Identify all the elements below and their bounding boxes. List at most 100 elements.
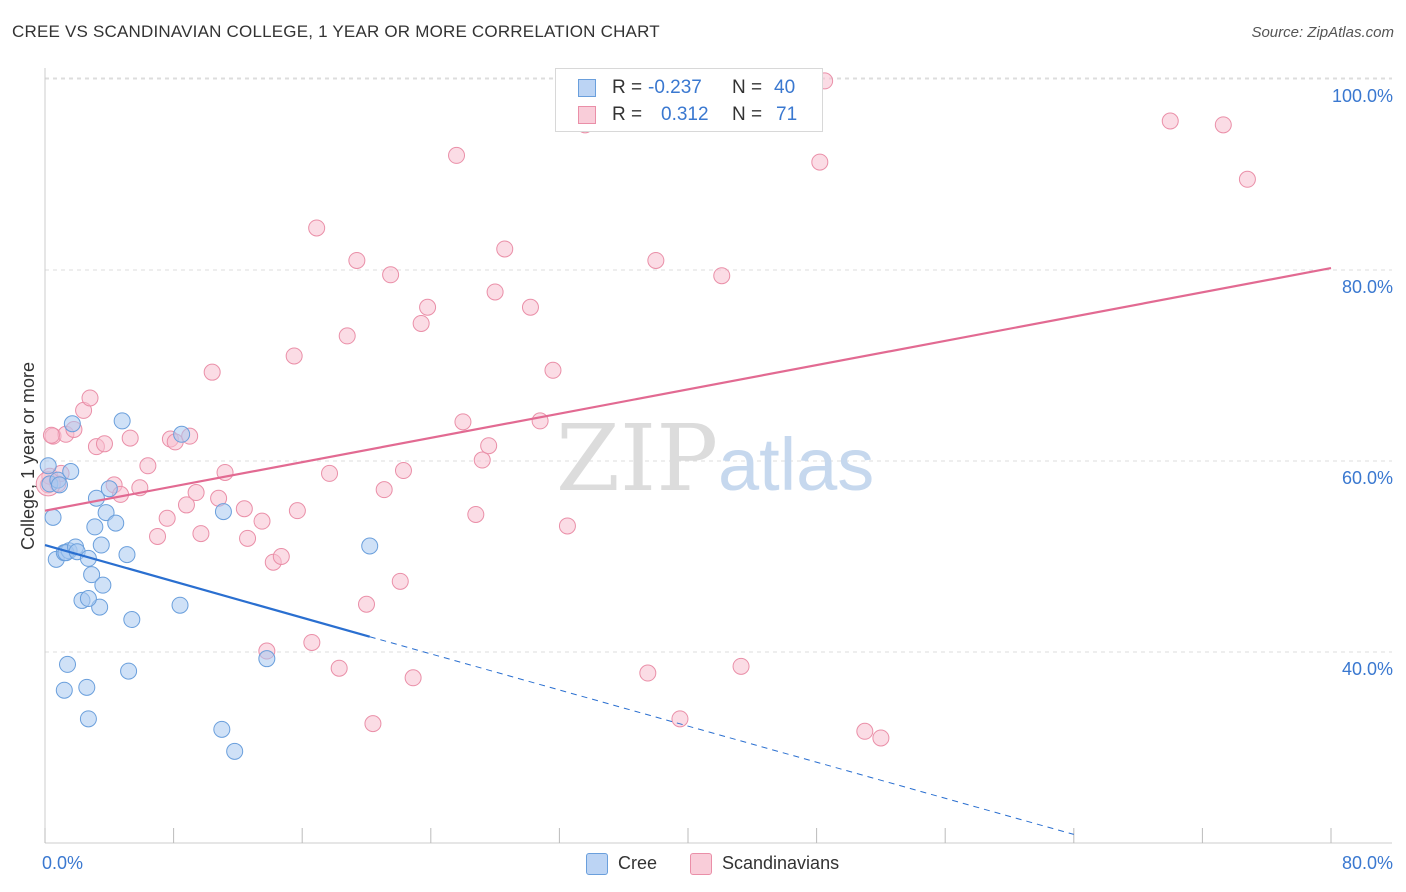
scandinavians-point bbox=[496, 240, 514, 258]
scandinavians-point bbox=[42, 426, 60, 444]
cree-point bbox=[361, 537, 379, 555]
scandinavians-point bbox=[330, 659, 348, 677]
cree-point bbox=[173, 425, 191, 443]
cree-point bbox=[258, 650, 276, 668]
cree-point bbox=[94, 576, 112, 594]
cree-point bbox=[100, 480, 118, 498]
cree-n-label: N = bbox=[732, 77, 768, 98]
scandinavians-point bbox=[239, 529, 257, 547]
cree-point bbox=[213, 720, 231, 738]
scandinavians-point bbox=[1214, 116, 1232, 134]
cree-point bbox=[44, 508, 62, 526]
x-tick-label-min: 0.0% bbox=[42, 853, 83, 873]
scandinavians-point bbox=[121, 429, 139, 447]
scandinavians-point bbox=[308, 219, 326, 237]
scandinavians-point bbox=[95, 435, 113, 453]
watermark-zip: ZIP bbox=[556, 405, 718, 512]
cree-r-value: -0.237 bbox=[648, 77, 702, 98]
axes bbox=[44, 68, 1392, 844]
scandinavians-point bbox=[158, 509, 176, 527]
scandinavians-n-label: N = bbox=[732, 104, 768, 125]
scandinavians-r-label: R = bbox=[612, 104, 648, 125]
scandinavians-point bbox=[81, 389, 99, 407]
cree-swatch bbox=[578, 79, 596, 97]
y-tick-label: 40.0% bbox=[1342, 659, 1393, 679]
scandinavians-point bbox=[811, 153, 829, 171]
cree-point bbox=[50, 476, 68, 494]
scandinavians-point bbox=[713, 267, 731, 285]
scandinavians-point bbox=[872, 729, 890, 747]
cree-point bbox=[83, 566, 101, 584]
scandinavians-point bbox=[558, 517, 576, 535]
correlation-legend: R = -0.237 N = 40 R = 0.312 N = 71 bbox=[555, 68, 823, 132]
scandinavians-point bbox=[856, 722, 874, 740]
scandinavians-point bbox=[1161, 112, 1179, 130]
trend-lines bbox=[44, 267, 1332, 835]
scandinavians-point bbox=[338, 327, 356, 345]
scandinavians-point bbox=[732, 657, 750, 675]
scandinavians-point bbox=[647, 251, 665, 269]
x-tick-label-max: 80.0% bbox=[1342, 853, 1393, 873]
scandinavians-point bbox=[639, 664, 657, 682]
scandinavians-point bbox=[1238, 170, 1256, 188]
cree-point bbox=[97, 504, 115, 522]
scandinavians-swatch bbox=[578, 106, 596, 124]
scandinavians-point bbox=[288, 502, 306, 520]
scandinavians-point bbox=[375, 481, 393, 499]
cree-trend-line bbox=[44, 543, 371, 638]
cree-r-label: R = bbox=[612, 77, 648, 98]
scandinavians-point bbox=[303, 633, 321, 651]
scandinavians-point bbox=[192, 525, 210, 543]
scandinavians-point bbox=[467, 505, 485, 523]
chart-title: CREE VS SCANDINAVIAN COLLEGE, 1 YEAR OR … bbox=[12, 22, 660, 41]
scandinavians-point bbox=[382, 266, 400, 284]
scandinavians-point bbox=[285, 347, 303, 365]
scandinavians-point bbox=[253, 512, 271, 530]
y-tick-label: 80.0% bbox=[1342, 277, 1393, 297]
y-axis-label: College, 1 year or more bbox=[18, 362, 38, 550]
cree-point bbox=[123, 611, 141, 629]
cree-point bbox=[118, 546, 136, 564]
cree-point bbox=[63, 415, 81, 433]
cree-point bbox=[91, 598, 109, 616]
scandinavians-point bbox=[272, 548, 290, 565]
scandinavians-point bbox=[391, 572, 409, 590]
scandinavians-point bbox=[473, 451, 491, 469]
bottom-legend-scandinavians-swatch bbox=[690, 853, 712, 875]
bottom-legend-cree-label: Cree bbox=[618, 853, 658, 873]
cree-point bbox=[171, 596, 189, 614]
cree-point bbox=[113, 412, 131, 430]
cree-point bbox=[79, 710, 97, 728]
scandinavians-point bbox=[358, 595, 375, 613]
cree-point bbox=[39, 457, 57, 475]
scandinavians-point bbox=[187, 484, 205, 502]
scandinavians-point bbox=[671, 710, 689, 728]
cree-point bbox=[92, 536, 110, 554]
cree-trend-line-extension bbox=[369, 636, 1074, 835]
scandinavians-point bbox=[364, 715, 382, 733]
scandinavians-point bbox=[454, 413, 472, 431]
scandinavians-r-value: 0.312 bbox=[661, 104, 709, 125]
scandinavians-point bbox=[521, 298, 539, 316]
y-tick-label: 60.0% bbox=[1342, 468, 1393, 488]
source-credit: Source: ZipAtlas.com bbox=[1251, 24, 1394, 41]
watermark-atlas: atlas bbox=[718, 423, 874, 506]
cree-point bbox=[79, 590, 97, 608]
scandinavians-point bbox=[348, 251, 366, 269]
scandinavians-n-value: 71 bbox=[776, 104, 798, 125]
cree-point bbox=[120, 662, 138, 680]
scandinavians-point bbox=[139, 457, 157, 475]
cree-point bbox=[226, 742, 244, 760]
cree-point bbox=[55, 681, 73, 699]
scandinavians-point bbox=[486, 283, 504, 301]
grid-lines bbox=[45, 77, 1392, 653]
bottom-legend-cree-swatch bbox=[586, 853, 608, 875]
bottom-legend-scandinavians-label: Scandinavians bbox=[722, 853, 840, 873]
scandinavians-point bbox=[412, 314, 430, 332]
scandinavians-point bbox=[321, 464, 339, 482]
y-tick-label: 100.0% bbox=[1332, 86, 1393, 106]
scandinavians-point bbox=[203, 363, 221, 381]
scandinavians-point bbox=[544, 361, 562, 379]
cree-point bbox=[59, 655, 77, 673]
